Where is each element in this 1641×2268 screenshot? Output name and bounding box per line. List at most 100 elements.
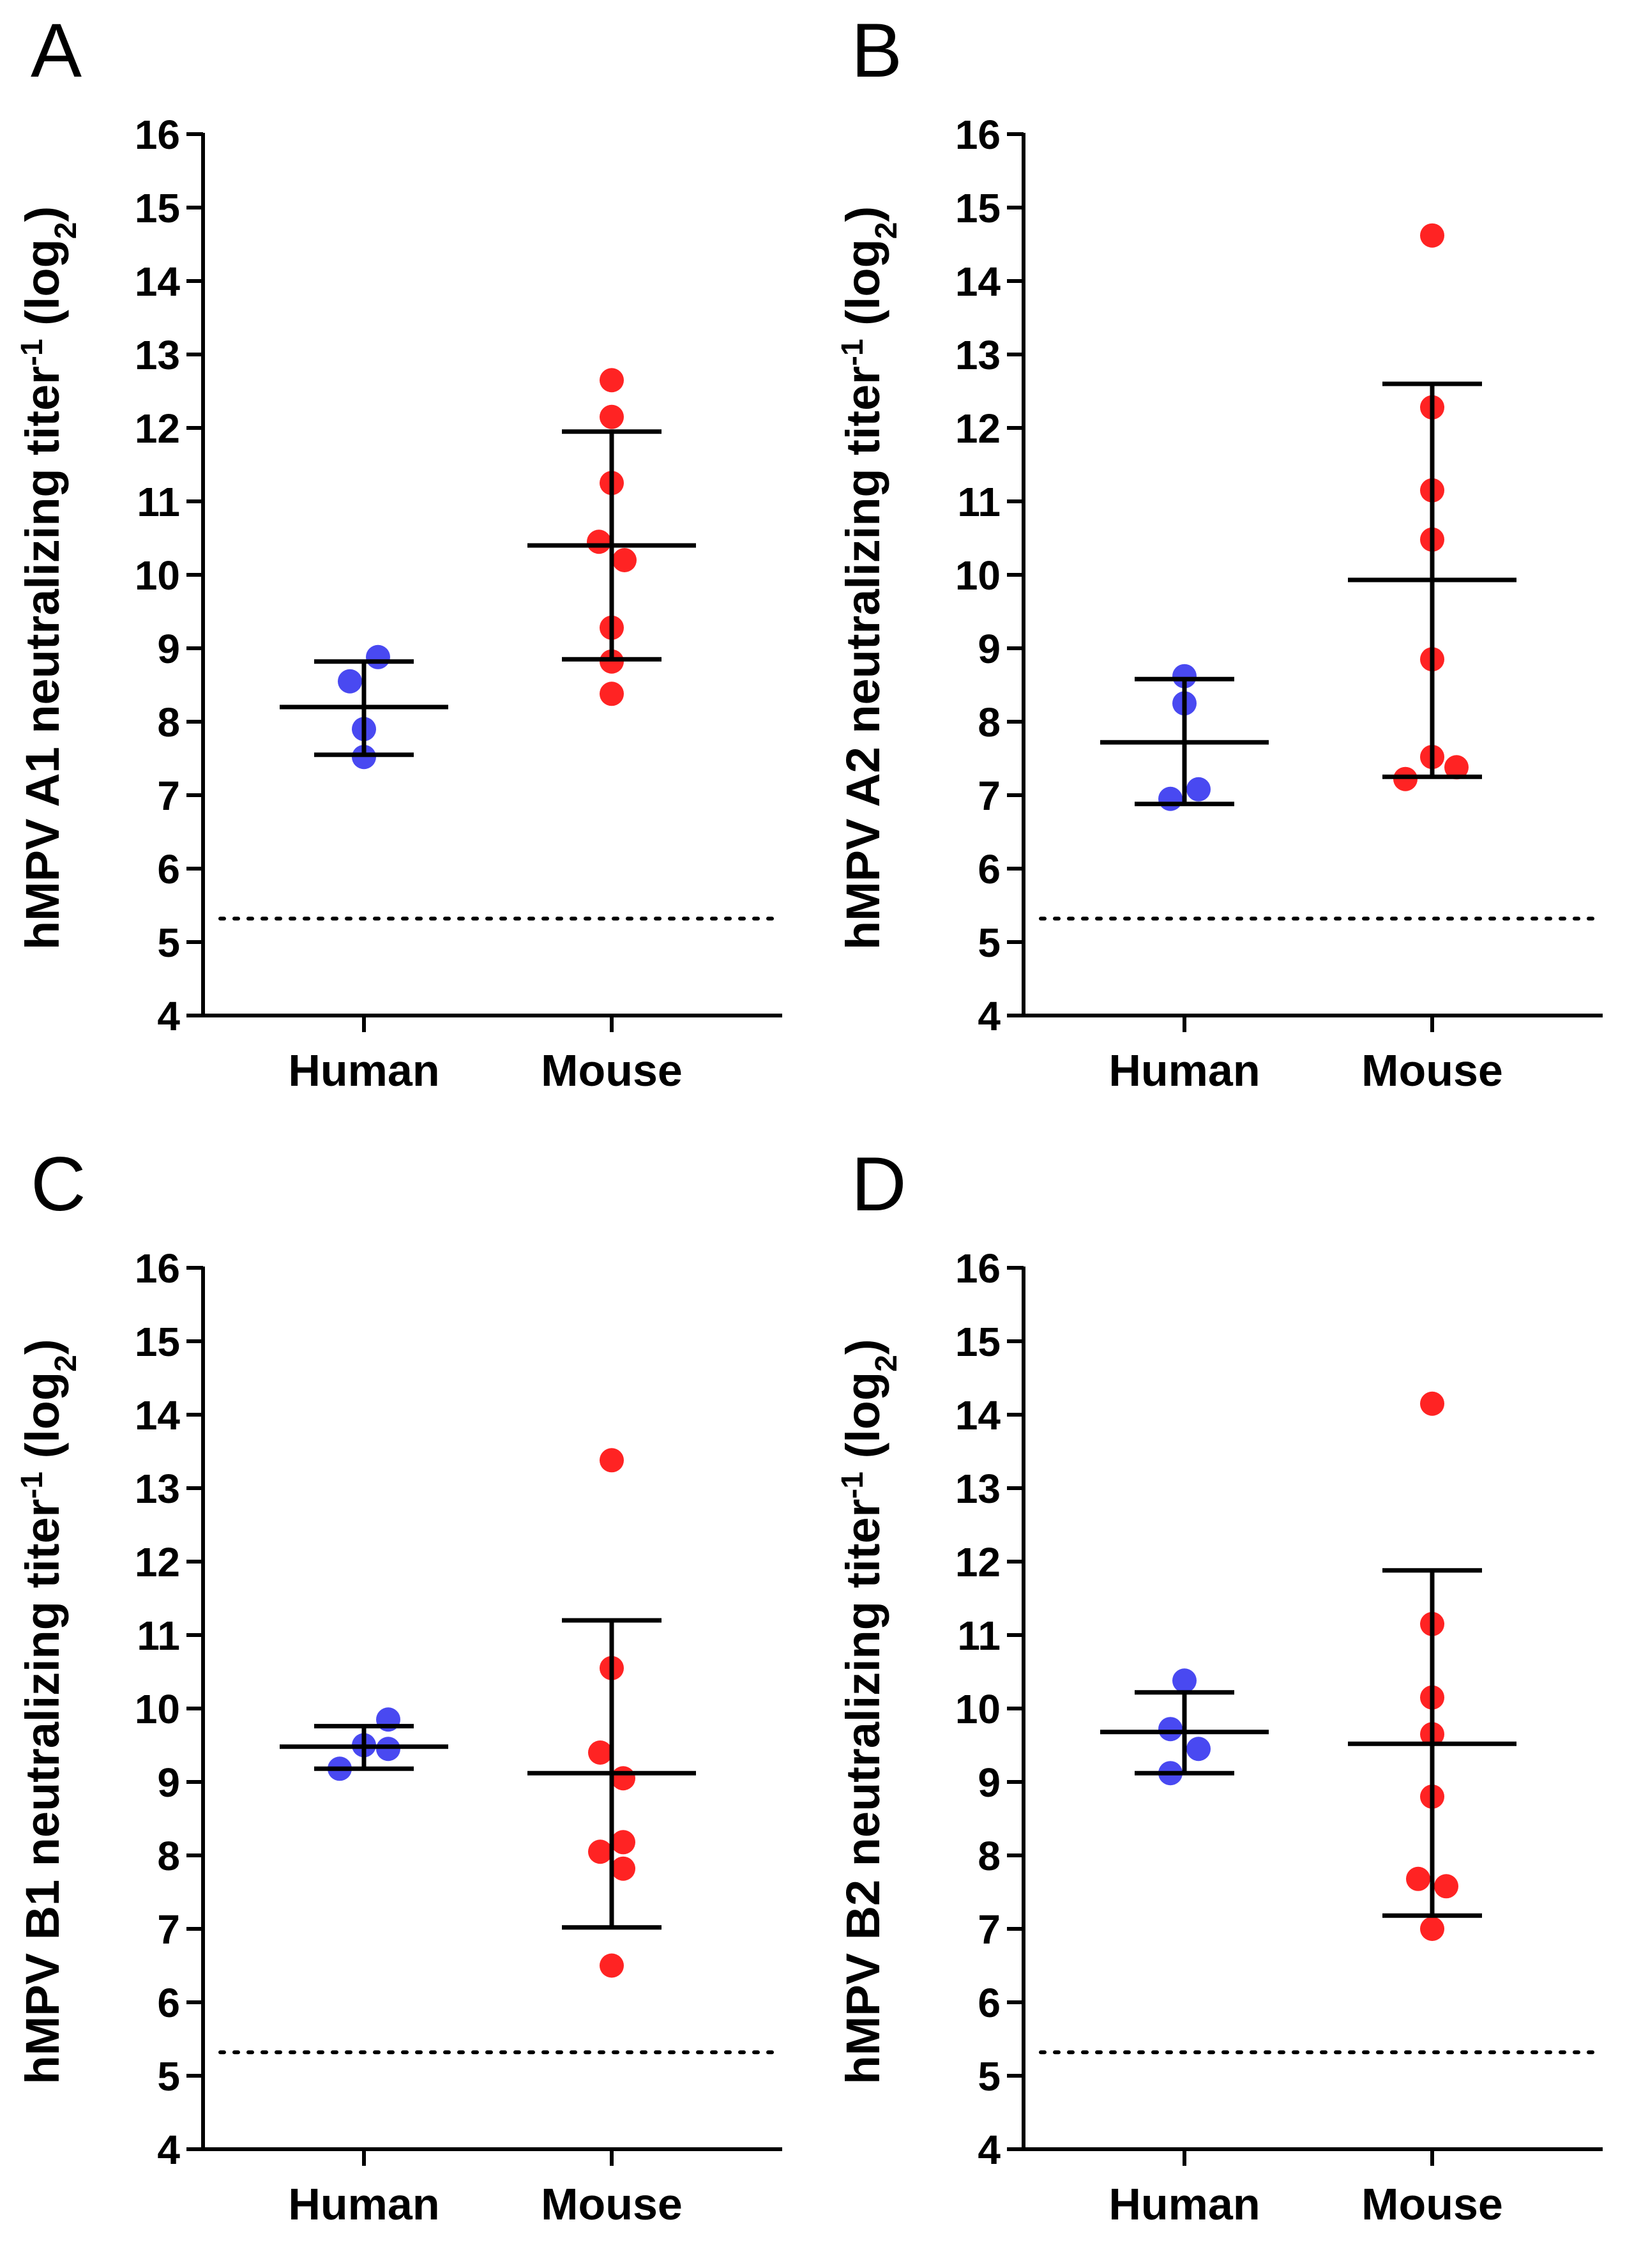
data-point-mouse (1406, 1866, 1430, 1891)
y-axis-label-sub: 2 (49, 222, 83, 239)
y-axis-label-close: ) (836, 206, 889, 222)
y-tick-label: 11 (137, 479, 180, 525)
y-tick-label: 6 (978, 846, 1001, 892)
y-tick-label: 7 (978, 1906, 1001, 1952)
y-tick-label: 8 (978, 1833, 1001, 1879)
y-tick-label: 9 (157, 1760, 180, 1806)
y-tick-label: 11 (957, 479, 1001, 525)
y-tick-label: 5 (157, 2053, 180, 2099)
y-tick-label: 4 (978, 993, 1001, 1039)
y-tick-label: 13 (955, 332, 1001, 378)
y-axis-label-sub: 2 (870, 1355, 904, 1372)
x-category-label: Mouse (541, 1046, 683, 1095)
y-axis-label: hMPV B1 neutralizing titer-1 (log2) (15, 1339, 83, 2084)
data-point-mouse (600, 1953, 624, 1978)
data-point-mouse (600, 1448, 624, 1473)
y-tick-label: 5 (978, 2053, 1001, 2099)
y-tick-label: 9 (978, 626, 1001, 672)
y-tick-label: 6 (978, 1980, 1001, 2026)
y-tick-label: 5 (157, 920, 180, 966)
data-point-human (1158, 786, 1183, 811)
y-tick-label: 10 (135, 552, 180, 598)
x-category-label: Human (1108, 1046, 1260, 1095)
y-tick-label: 14 (955, 1392, 1001, 1438)
y-axis-label-main: hMPV A2 neutralizing titer (836, 366, 889, 950)
y-tick-label: 11 (957, 1613, 1001, 1659)
data-point-mouse (1444, 755, 1469, 780)
y-axis-label-close: ) (16, 1339, 69, 1355)
y-tick-label: 16 (955, 112, 1001, 158)
data-point-human (1172, 664, 1197, 689)
y-axis-label-main: hMPV B2 neutralizing titer (836, 1499, 889, 2085)
y-tick-label: 15 (955, 185, 1001, 231)
data-point-mouse (587, 529, 611, 554)
data-point-mouse (1420, 1391, 1444, 1416)
y-tick-label: 16 (135, 112, 180, 158)
y-tick-label: 6 (157, 1980, 180, 2026)
y-tick-label: 7 (157, 1906, 180, 1952)
y-tick-label: 12 (955, 1539, 1001, 1585)
y-tick-label: 9 (978, 1760, 1001, 1806)
y-tick-label: 4 (978, 2127, 1001, 2173)
y-tick-label: 12 (135, 1539, 180, 1585)
y-axis-label-sup: -1 (15, 339, 49, 366)
data-point-human (366, 644, 390, 669)
panel-letter: D (851, 1141, 907, 1227)
x-category-label: Mouse (541, 2179, 683, 2229)
y-axis-label-close: ) (16, 206, 69, 222)
y-tick-label: 12 (955, 406, 1001, 452)
y-axis-label-sup: -1 (836, 339, 870, 366)
y-tick-label: 10 (955, 1686, 1001, 1732)
y-tick-label: 14 (135, 259, 181, 305)
data-point-mouse (611, 1856, 635, 1881)
y-axis-label: hMPV B2 neutralizing titer-1 (log2) (836, 1339, 904, 2084)
x-category-label: Human (288, 2179, 439, 2229)
y-tick-label: 16 (135, 1245, 180, 1291)
y-tick-label: 9 (157, 626, 180, 672)
x-category-label: Human (1108, 2179, 1260, 2229)
y-axis-label: hMPV A1 neutralizing titer-1 (log2) (15, 206, 83, 950)
y-tick-label: 8 (157, 1833, 180, 1879)
y-tick-label: 15 (955, 1319, 1001, 1365)
y-tick-label: 6 (157, 846, 180, 892)
y-tick-label: 7 (157, 773, 180, 819)
y-axis-label-sup: -1 (15, 1472, 49, 1499)
data-point-human (1186, 777, 1211, 802)
y-tick-label: 13 (135, 332, 180, 378)
data-point-mouse (611, 1830, 635, 1855)
y-axis-label-open: (log (16, 1372, 69, 1472)
y-tick-label: 14 (135, 1392, 181, 1438)
y-tick-label: 10 (955, 552, 1001, 598)
data-point-mouse (588, 1740, 612, 1765)
y-tick-label: 13 (135, 1466, 180, 1512)
y-axis-label-sub: 2 (49, 1355, 83, 1372)
data-point-mouse (612, 548, 637, 572)
y-axis-label: hMPV A2 neutralizing titer-1 (log2) (836, 206, 904, 950)
y-tick-label: 14 (955, 259, 1001, 305)
y-tick-label: 11 (137, 1613, 180, 1659)
y-tick-label: 4 (157, 2127, 180, 2173)
y-tick-label: 4 (157, 993, 180, 1039)
data-point-human (338, 669, 362, 694)
panel-letter: C (31, 1141, 86, 1227)
y-axis-label-close: ) (836, 1339, 889, 1355)
data-point-mouse (588, 1839, 612, 1864)
y-axis-label-sup: -1 (836, 1472, 870, 1499)
data-point-mouse (1420, 1917, 1444, 1941)
y-tick-label: 7 (978, 773, 1001, 819)
y-tick-label: 15 (135, 185, 180, 231)
data-point-mouse (600, 368, 624, 393)
y-axis-label-main: hMPV B1 neutralizing titer (16, 1499, 69, 2085)
y-tick-label: 13 (955, 1466, 1001, 1512)
y-axis-label-sub: 2 (870, 222, 904, 239)
y-axis-label-main: hMPV A1 neutralizing titer (16, 366, 69, 950)
data-point-human (1172, 1668, 1197, 1693)
y-tick-label: 8 (978, 699, 1001, 745)
